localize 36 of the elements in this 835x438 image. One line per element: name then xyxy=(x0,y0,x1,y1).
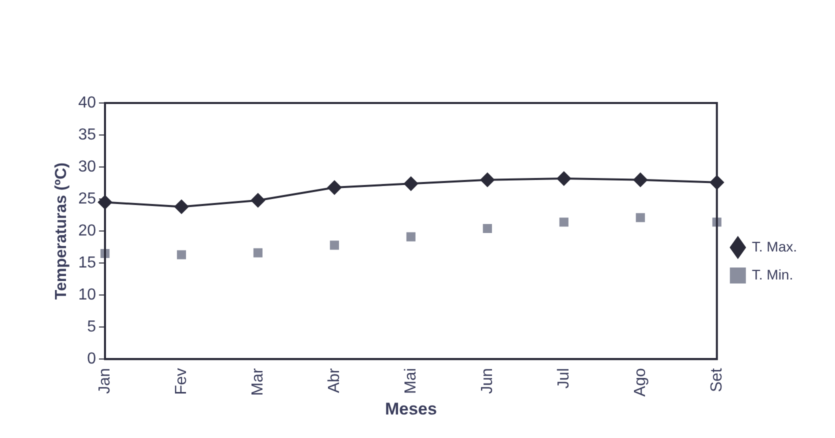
x-axis-title: Meses xyxy=(384,399,437,418)
y-tick-label: 35 xyxy=(78,126,96,144)
x-tick-label: Fev xyxy=(172,368,190,395)
x-tick-label: Set xyxy=(708,368,726,392)
x-tick-label: Abr xyxy=(326,367,343,394)
y-tick-label: 0 xyxy=(87,350,96,368)
point xyxy=(176,250,186,260)
y-tick-label: 5 xyxy=(87,318,96,336)
y-tick-label: 15 xyxy=(78,254,96,272)
point xyxy=(253,248,263,258)
y-tick-label: 25 xyxy=(78,190,96,208)
y-tick-label: 10 xyxy=(78,286,96,304)
point xyxy=(327,180,342,195)
legend-label: T. Min. xyxy=(752,266,794,282)
y-tick-label: 20 xyxy=(78,222,96,240)
point xyxy=(482,224,492,234)
y-axis-title: Temperaturas (ºC) xyxy=(53,162,70,300)
x-tick-label: Jun xyxy=(478,368,496,394)
point xyxy=(636,213,645,222)
point xyxy=(404,176,418,191)
point xyxy=(406,232,416,242)
x-tick-label: Jan xyxy=(96,368,114,394)
point xyxy=(480,172,494,187)
x-tick-label: Ago xyxy=(632,368,649,397)
point xyxy=(174,200,188,214)
y-tick-label: 30 xyxy=(78,158,96,176)
x-tick-label: Jul xyxy=(555,368,572,389)
point xyxy=(556,172,571,186)
x-tick-label: Mai xyxy=(402,368,420,394)
point xyxy=(559,218,568,227)
y-tick-label: 40 xyxy=(78,94,96,112)
point xyxy=(250,193,265,208)
point xyxy=(330,240,339,250)
legend-label: T. Max. xyxy=(752,238,798,254)
x-tick-label: Mar xyxy=(249,367,266,396)
point xyxy=(633,172,648,187)
